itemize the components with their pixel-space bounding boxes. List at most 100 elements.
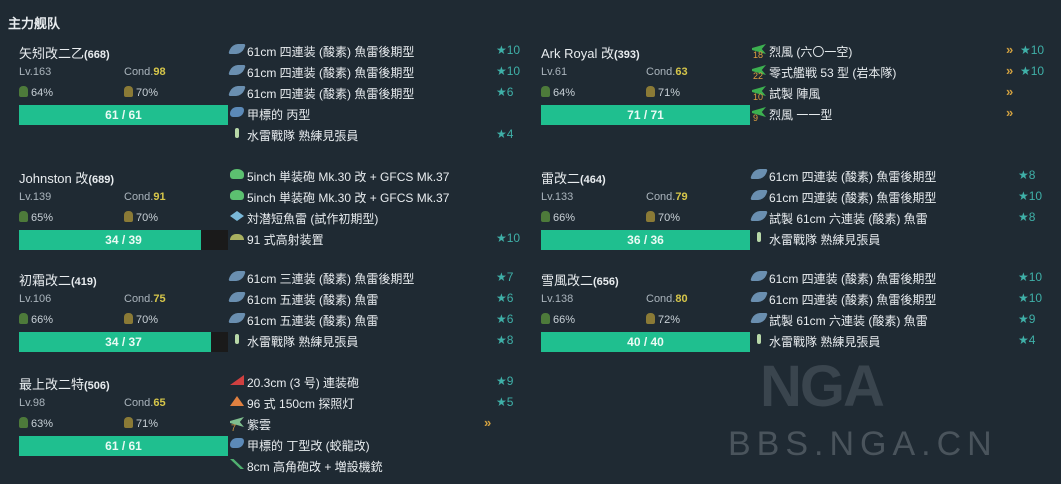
ammo-value: 70% bbox=[136, 314, 159, 326]
ship-id: (656) bbox=[593, 276, 619, 288]
equipment-item[interactable]: 61cm 五連装 (酸素) 魚雷 ★6 bbox=[228, 309, 530, 330]
equipment-name: 紫雲 bbox=[247, 418, 272, 432]
equipment-name: 61cm 四連装 (酸素) 魚雷後期型 bbox=[769, 293, 937, 307]
fuel-icon bbox=[19, 313, 28, 324]
equipment-item[interactable]: 10 試製 陣風 » bbox=[752, 82, 1052, 103]
equipment-item[interactable]: 水雷戰隊 熟練見張員 ★8 bbox=[230, 330, 530, 351]
equipment-item[interactable]: 水雷戰隊 熟練見張員 ★4 bbox=[752, 330, 1052, 351]
equipment-name: 水雷戰隊 熟練見張員 bbox=[769, 233, 881, 247]
improvement-star: ★10 bbox=[1018, 291, 1043, 305]
fuel: 65% bbox=[19, 211, 53, 224]
equipment-item[interactable]: 18 烈風 (六〇一空) » ★10 bbox=[752, 40, 1052, 61]
lookout-icon bbox=[235, 128, 239, 138]
lookout-icon bbox=[235, 334, 239, 344]
fuel-icon bbox=[19, 417, 28, 428]
slot-count: 10 bbox=[753, 92, 764, 102]
equipment-item[interactable]: 試製 61cm 六連装 (酸素) 魚雷 ★8 bbox=[750, 207, 1052, 228]
ammo-value: 72% bbox=[658, 314, 681, 326]
equipment-item[interactable]: 61cm 四連装 (酸素) 魚雷後期型 ★10 bbox=[750, 186, 1052, 207]
equipment-name: 烈風 (六〇一空) bbox=[769, 45, 853, 59]
equipment-item[interactable]: 20.3cm (3 号) 連装砲 ★9 bbox=[230, 371, 530, 392]
hp-text: 61 / 61 bbox=[105, 439, 142, 453]
ship-name: 雷改二(464) bbox=[541, 168, 606, 187]
equipment-name: 61cm 四連装 (酸素) 魚雷後期型 bbox=[247, 87, 415, 101]
hp-text: 40 / 40 bbox=[627, 335, 664, 349]
ammo: 70% bbox=[124, 86, 158, 99]
equipment-item[interactable]: 9 烈風 一一型 » bbox=[752, 103, 1052, 124]
midget-sub-icon bbox=[230, 438, 244, 448]
equipment-name: 試製 61cm 六連装 (酸素) 魚雷 bbox=[769, 314, 928, 328]
hp-fill bbox=[19, 436, 228, 456]
seaplane-icon bbox=[230, 417, 244, 427]
fuel-icon bbox=[541, 86, 550, 97]
hp-bar: 34 / 37 bbox=[19, 332, 228, 352]
cond-value: 98 bbox=[153, 66, 166, 78]
proficiency-chevron-icon: » bbox=[1006, 63, 1014, 78]
equipment-item[interactable]: 96 式 150cm 探照灯 ★5 bbox=[230, 392, 530, 413]
cond-label: Cond. bbox=[124, 293, 154, 305]
equipment-name: 零式艦戦 53 型 (岩本隊) bbox=[769, 66, 897, 80]
equipment-item[interactable]: 61cm 四連装 (酸素) 魚雷後期型 ★10 bbox=[228, 61, 530, 82]
hp-fill bbox=[19, 105, 228, 125]
equipment-item[interactable]: 5inch 単装砲 Mk.30 改 + GFCS Mk.37 bbox=[230, 186, 530, 207]
equipment-name: 5inch 単装砲 Mk.30 改 + GFCS Mk.37 bbox=[247, 191, 450, 205]
ship-name: 初霜改二(419) bbox=[19, 270, 97, 289]
ammo-icon bbox=[646, 86, 655, 97]
equipment-item[interactable]: 61cm 四連装 (酸素) 魚雷後期型 ★10 bbox=[750, 267, 1052, 288]
improvement-star: ★9 bbox=[1018, 312, 1036, 326]
ship-id: (689) bbox=[88, 174, 115, 186]
slot-count: 18 bbox=[753, 50, 764, 60]
watermark-logo: NGA bbox=[760, 354, 885, 419]
improvement-star: ★9 bbox=[496, 374, 514, 388]
small-gun-icon bbox=[230, 190, 244, 200]
midget-sub-icon bbox=[230, 107, 244, 117]
torpedo-icon bbox=[750, 292, 768, 302]
equipment-name: 烈風 一一型 bbox=[769, 108, 833, 122]
equipment-item[interactable]: 水雷戰隊 熟練見張員 ★4 bbox=[230, 124, 530, 145]
equipment-item[interactable]: 22 零式艦戦 53 型 (岩本隊) » ★10 bbox=[752, 61, 1052, 82]
equipment-name: 96 式 150cm 探照灯 bbox=[247, 397, 355, 411]
aa-gun-icon bbox=[230, 459, 244, 469]
equipment-item[interactable]: 61cm 四連装 (酸素) 魚雷後期型 ★10 bbox=[228, 40, 530, 61]
torpedo-icon bbox=[228, 271, 246, 281]
proficiency-chevron-icon: » bbox=[1006, 84, 1014, 99]
fuel-value: 64% bbox=[553, 87, 576, 99]
cond-value: 65 bbox=[153, 397, 166, 409]
equipment-item[interactable]: 8cm 高角砲改 + 増設機銃 bbox=[230, 455, 530, 476]
fighter-icon bbox=[752, 107, 766, 117]
equipment-item[interactable]: 61cm 四連装 (酸素) 魚雷後期型 ★10 bbox=[750, 288, 1052, 309]
improvement-star: ★6 bbox=[496, 85, 514, 99]
searchlight-icon bbox=[230, 396, 244, 406]
fighter-icon bbox=[752, 86, 766, 96]
equipment-item[interactable]: 61cm 五連装 (酸素) 魚雷 ★6 bbox=[228, 288, 530, 309]
lookout-icon bbox=[757, 334, 761, 344]
equipment-item[interactable]: 甲標的 丙型 bbox=[230, 103, 530, 124]
hp-fill bbox=[19, 230, 202, 250]
ship-condition: Cond.63 bbox=[646, 66, 688, 78]
equipment-item[interactable]: 5inch 単装砲 Mk.30 改 + GFCS Mk.37 bbox=[230, 165, 530, 186]
ship-name-text: 最上改二特 bbox=[19, 377, 85, 392]
equipment-name: 61cm 五連装 (酸素) 魚雷 bbox=[247, 293, 379, 307]
torpedo-icon bbox=[228, 86, 246, 96]
equipment-item[interactable]: 61cm 四連装 (酸素) 魚雷後期型 ★6 bbox=[228, 82, 530, 103]
equipment-name: 水雷戰隊 熟練見張員 bbox=[769, 335, 881, 349]
equipment-name: 61cm 四連装 (酸素) 魚雷後期型 bbox=[247, 45, 415, 59]
equipment-item[interactable]: 試製 61cm 六連装 (酸素) 魚雷 ★9 bbox=[750, 309, 1052, 330]
equipment-item[interactable]: 7 紫雲 » bbox=[230, 413, 530, 434]
equipment-item[interactable]: 61cm 四連装 (酸素) 魚雷後期型 ★8 bbox=[750, 165, 1052, 186]
ship-card: 矢矧改二乙(668) Lv.163 Cond.98 64% 70% 61 / 6… bbox=[19, 40, 539, 143]
fuel-value: 63% bbox=[31, 418, 54, 430]
torpedo-icon bbox=[750, 271, 768, 281]
ammo-value: 70% bbox=[136, 87, 159, 99]
equipment-item[interactable]: 対潜短魚雷 (試作初期型) bbox=[230, 207, 530, 228]
hp-bar: 34 / 39 bbox=[19, 230, 228, 250]
torpedo-icon bbox=[228, 44, 246, 54]
equipment-item[interactable]: 水雷戰隊 熟練見張員 bbox=[752, 228, 1052, 249]
ship-level: Lv.138 bbox=[541, 293, 574, 305]
torpedo-icon bbox=[750, 211, 768, 221]
equipment-name: 甲標的 丙型 bbox=[247, 108, 311, 122]
equipment-item[interactable]: 甲標的 丁型改 (蛟龍改) bbox=[230, 434, 530, 455]
slot-count: 22 bbox=[753, 71, 764, 81]
equipment-item[interactable]: 91 式高射装置 ★10 bbox=[230, 228, 530, 249]
equipment-item[interactable]: 61cm 三連装 (酸素) 魚雷後期型 ★7 bbox=[228, 267, 530, 288]
